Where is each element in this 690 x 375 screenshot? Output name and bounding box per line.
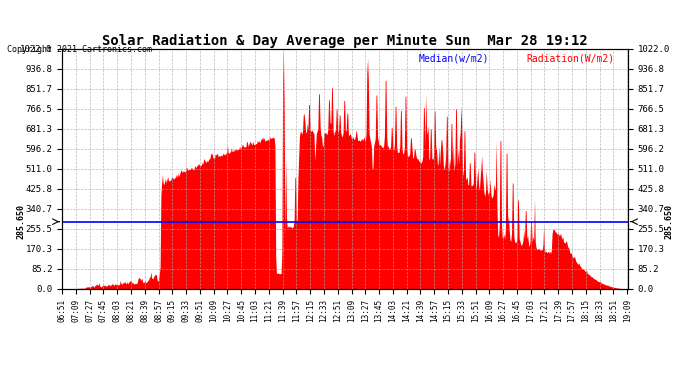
Text: Copyright 2021 Cartronics.com: Copyright 2021 Cartronics.com	[7, 45, 152, 54]
Title: Solar Radiation & Day Average per Minute Sun  Mar 28 19:12: Solar Radiation & Day Average per Minute…	[102, 33, 588, 48]
Text: 285.650: 285.650	[664, 204, 673, 239]
Text: 285.650: 285.650	[17, 204, 26, 239]
Text: Radiation(W/m2): Radiation(W/m2)	[526, 54, 614, 63]
Text: Median(w/m2): Median(w/m2)	[419, 54, 489, 63]
